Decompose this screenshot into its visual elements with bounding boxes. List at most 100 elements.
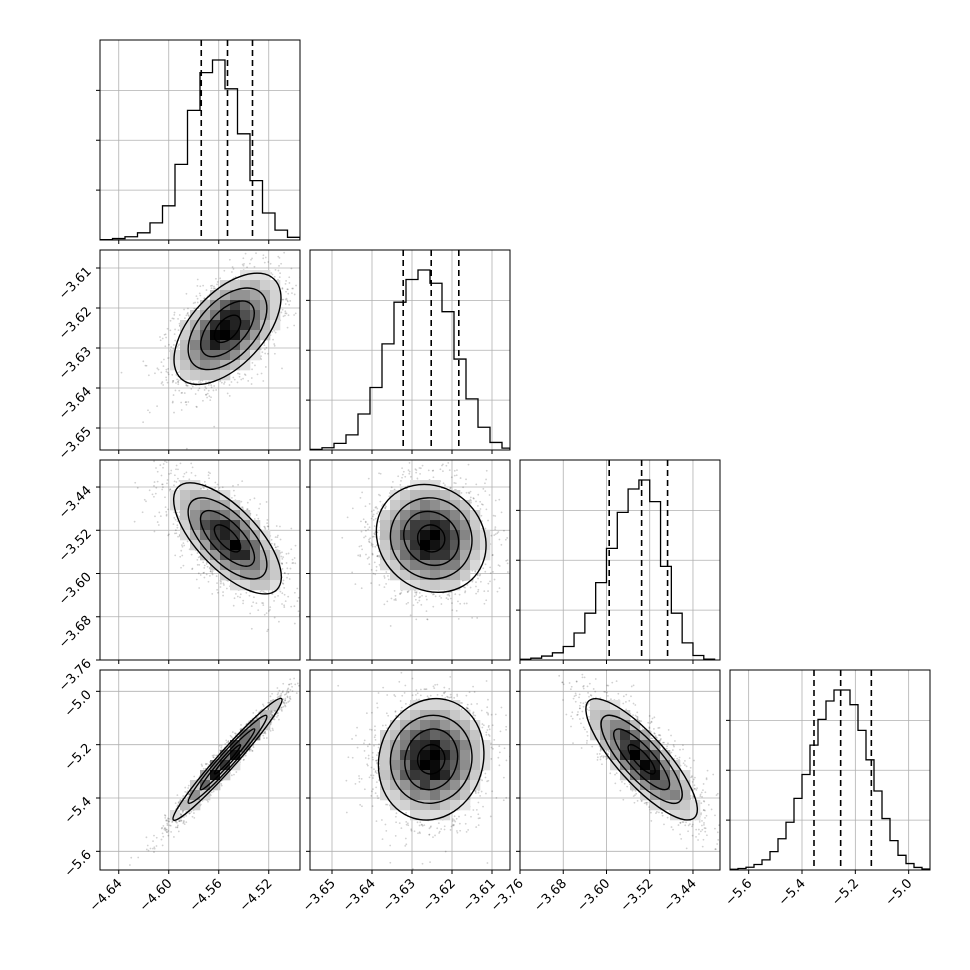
- scatter-point: [282, 583, 285, 585]
- scatter-point: [156, 470, 159, 473]
- scatter-point: [273, 329, 276, 332]
- scatter-point: [171, 401, 174, 404]
- scatter-point: [134, 481, 137, 484]
- density-cell: [180, 370, 191, 381]
- scatter-point: [251, 361, 254, 364]
- scatter-point: [249, 612, 252, 615]
- scatter-point: [174, 532, 176, 535]
- scatter-point: [281, 298, 284, 301]
- scatter-point: [245, 591, 248, 594]
- scatter-point: [228, 258, 231, 261]
- scatter-point: [220, 381, 223, 384]
- scatter-point: [210, 287, 213, 290]
- density-cell: [210, 320, 221, 331]
- scatter-point: [172, 344, 175, 346]
- scatter-point: [154, 515, 156, 518]
- scatter-point: [185, 292, 188, 295]
- scatter-point: [263, 591, 266, 594]
- scatter-point: [285, 297, 288, 300]
- scatter-point: [187, 307, 189, 310]
- density-cell: [250, 280, 261, 291]
- scatter-point: [195, 578, 198, 581]
- scatter-point: [281, 603, 283, 605]
- contour-line: [187, 287, 268, 371]
- scatter-point: [281, 367, 283, 370]
- scatter-point: [251, 368, 253, 371]
- scatter-point: [153, 495, 155, 498]
- scatter-point: [194, 301, 197, 304]
- scatter-point: [284, 310, 287, 313]
- scatter-point: [215, 389, 218, 391]
- density-cell: [170, 360, 181, 371]
- density-cell: [180, 340, 191, 351]
- scatter-point: [195, 295, 198, 298]
- scatter-point: [216, 591, 219, 594]
- scatter-point: [177, 317, 179, 320]
- scatter-point: [202, 561, 205, 564]
- scatter-point: [174, 554, 177, 557]
- scatter-point: [203, 389, 206, 391]
- scatter-point: [206, 488, 209, 491]
- scatter-point: [187, 401, 190, 403]
- scatter-point: [180, 566, 182, 569]
- scatter-point: [219, 380, 222, 383]
- scatter-point: [157, 368, 160, 371]
- scatter-point: [196, 558, 199, 561]
- scatter-point: [262, 380, 265, 382]
- scatter-point: [165, 370, 168, 373]
- scatter-point: [168, 473, 171, 475]
- scatter-point: [267, 610, 270, 612]
- scatter-point: [264, 527, 267, 530]
- panel-frame: [309, 249, 511, 451]
- scatter-point: [213, 385, 216, 387]
- panel-content: [100, 250, 300, 450]
- scatter-point: [206, 396, 208, 399]
- density-cell: [220, 330, 231, 341]
- scatter-point: [188, 478, 191, 481]
- density-cell: [170, 350, 181, 361]
- scatter-point: [198, 387, 201, 390]
- scatter-point: [286, 300, 289, 303]
- density-cell: [190, 340, 201, 351]
- scatter-point: [202, 284, 205, 287]
- scatter-point: [281, 287, 284, 289]
- scatter-point: [195, 406, 198, 408]
- scatter-point: [263, 348, 266, 351]
- scatter-point: [273, 343, 276, 345]
- scatter-point: [275, 546, 277, 549]
- scatter-point: [174, 339, 177, 342]
- scatter-point: [205, 393, 207, 396]
- scatter-point: [285, 290, 287, 293]
- scatter-point: [263, 261, 266, 264]
- scatter-point: [156, 405, 158, 408]
- scatter-point: [176, 345, 179, 348]
- scatter-point: [230, 496, 233, 499]
- scatter-point: [162, 384, 165, 386]
- scatter-point: [290, 548, 293, 551]
- scatter-point: [214, 481, 217, 484]
- scatter-point: [144, 364, 147, 367]
- scatter-point: [165, 514, 168, 517]
- scatter-point: [209, 472, 211, 475]
- scatter-point: [158, 511, 161, 514]
- scatter-point: [288, 578, 291, 580]
- scatter-point: [296, 600, 299, 602]
- scatter-point: [242, 377, 244, 380]
- scatter-point: [171, 381, 174, 384]
- scatter-point: [170, 469, 173, 472]
- scatter-point: [219, 277, 222, 280]
- histogram-step: [310, 269, 510, 450]
- density-cell: [240, 320, 251, 331]
- scatter-point: [238, 373, 241, 375]
- scatter-point: [273, 344, 276, 347]
- density-cell: [230, 350, 241, 361]
- scatter-point: [238, 375, 241, 378]
- scatter-point: [185, 382, 188, 385]
- scatter-point: [154, 372, 156, 375]
- scatter-point: [160, 474, 163, 477]
- density-cell: [210, 350, 221, 361]
- scatter-point: [165, 376, 168, 379]
- scatter-point: [246, 266, 248, 269]
- density-cell: [230, 320, 241, 331]
- scatter-point: [287, 595, 290, 598]
